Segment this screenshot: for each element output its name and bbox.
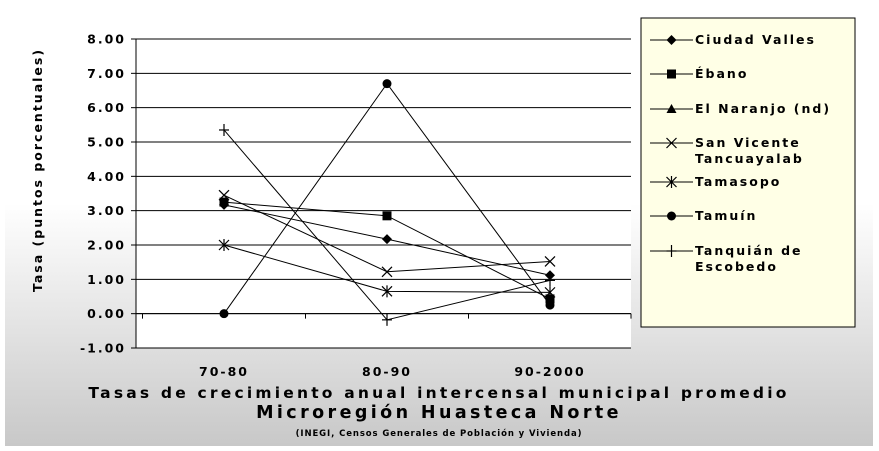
data-point-square (667, 69, 676, 79)
legend-label: Ciudad Valles (695, 32, 816, 47)
legend-label: Tamuín (695, 208, 757, 223)
y-tick-label: 1.00 (87, 272, 126, 287)
y-tick-label: 0.00 (87, 306, 126, 321)
triangle-marker (666, 104, 677, 113)
y-tick-label: 6.00 (87, 100, 126, 115)
data-point-plus (382, 313, 392, 326)
circle-marker (545, 300, 555, 310)
chart-svg: 8.00 7.00 6.00 5.00 4.00 3.00 2.00 1.00 0.00 -1.0… (30, 17, 856, 379)
data-point-square (545, 294, 555, 304)
x-tick-label: 90-2000 (514, 364, 585, 379)
data-point-x (381, 266, 393, 278)
legend-label: San Vicente (695, 135, 801, 150)
y-tick-label: 8.00 (87, 32, 126, 47)
y-tick-label: -1.00 (80, 341, 126, 356)
legend-label: Escobedo (695, 259, 778, 274)
data-point-plus (219, 123, 229, 136)
circle-marker (219, 309, 229, 319)
square-marker (219, 197, 229, 207)
x-tick-label: 70-80 (199, 364, 249, 379)
data-point-circle (219, 309, 229, 319)
data-point-circle (545, 300, 555, 310)
circle-marker (667, 211, 676, 221)
data-point-circle (382, 79, 392, 89)
chart-source: (INEGI, Censos Generales de Población y … (295, 429, 583, 439)
chart-frame: 8.00 7.00 6.00 5.00 4.00 3.00 2.00 1.00 0.00 -1.0… (5, 5, 873, 446)
x-marker-stroke (544, 256, 556, 267)
y-axis-title: Tasa (puntos porcentuales) (30, 48, 45, 292)
y-tick-label: 3.00 (87, 203, 126, 218)
legend-label: Tanquián de (695, 243, 803, 258)
square-marker (382, 211, 392, 221)
data-point-circle (667, 211, 676, 221)
data-point-x (218, 189, 230, 201)
data-point-triangle (666, 104, 677, 113)
x-marker-stroke (381, 266, 393, 278)
data-point-square (382, 211, 392, 221)
circle-marker (382, 79, 392, 89)
square-marker (667, 69, 676, 79)
y-tick-label: 5.00 (87, 135, 126, 150)
y-tick-label: 4.00 (87, 169, 126, 184)
data-point-x (544, 256, 556, 267)
legend-label: El Naranjo (nd) (695, 101, 831, 116)
data-point-plus (545, 274, 555, 287)
y-tick-label: 7.00 (87, 66, 126, 81)
axis-layer: 8.00 7.00 6.00 5.00 4.00 3.00 2.00 1.00 0.00 -1.0… (80, 32, 632, 379)
data-point-diamond (666, 35, 677, 45)
data-point-square (219, 197, 229, 207)
data-point-diamond (382, 234, 392, 245)
diamond-marker (666, 35, 677, 45)
y-tick-label: 2.00 (87, 238, 126, 253)
data-point-star (218, 239, 230, 251)
data-point-star (666, 176, 677, 188)
chart-title: Tasas de crecimiento anual intercensal m… (88, 384, 790, 402)
x-tick-label: 80-90 (362, 364, 412, 379)
series-layer (218, 79, 556, 326)
legend-box (640, 17, 856, 328)
x-marker-stroke (218, 189, 230, 201)
data-point-star (544, 286, 556, 299)
square-marker (545, 294, 555, 304)
diamond-marker (382, 234, 392, 245)
legend: Ciudad Valles Ébano El Naranjo (nd) San Vic… (640, 17, 856, 328)
legend-label: Tamasopo (695, 174, 781, 189)
chart-subtitle: Microregión Huasteca Norte (256, 403, 622, 423)
x-marker-stroke (666, 137, 677, 149)
data-point-plus (666, 245, 677, 257)
legend-label: Ébano (695, 66, 748, 81)
data-point-x (666, 137, 677, 149)
legend-label: Tancuayalab (695, 151, 804, 166)
data-point-star (381, 285, 393, 298)
